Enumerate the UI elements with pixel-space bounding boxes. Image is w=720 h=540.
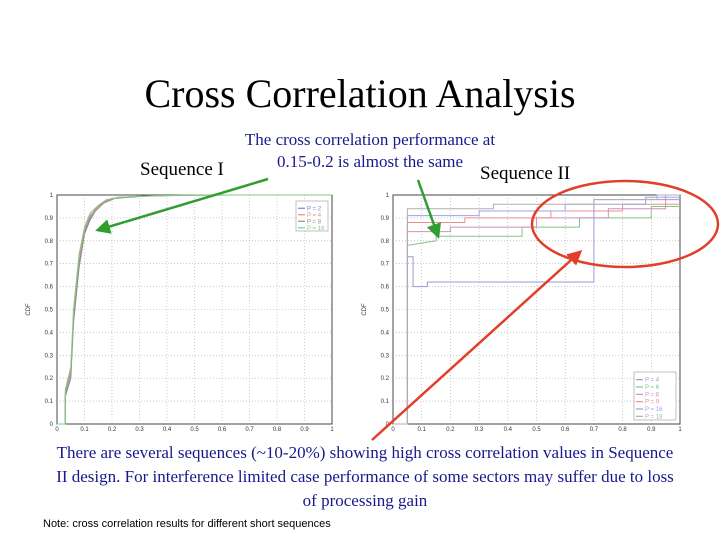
y-tick-label: 0.2 <box>381 376 390 382</box>
x-tick-label: 0.6 <box>561 427 570 433</box>
subtitle-line-1: The cross correlation performance at <box>244 130 496 149</box>
x-tick-label: 0.9 <box>647 427 656 433</box>
subtitle-line-2: 0.15-0.2 is almost the same <box>276 152 464 171</box>
subtitle-text: The cross correlation performance at 0.1… <box>200 129 540 173</box>
y-tick-label: 0.3 <box>45 353 54 359</box>
y-tick-label: 0.8 <box>381 239 390 245</box>
x-tick-label: 0.5 <box>532 427 541 433</box>
y-tick-label: 1 <box>386 193 390 199</box>
y-tick-label: 0.1 <box>381 399 390 405</box>
series-line <box>57 194 332 425</box>
y-tick-label: 0.4 <box>381 330 390 336</box>
x-tick-label: 0.3 <box>135 427 144 433</box>
red-arrow <box>371 249 583 441</box>
x-tick-label: 0.7 <box>590 427 599 433</box>
x-tick-label: 0.3 <box>475 427 484 433</box>
legend-entry: P = 6 <box>645 385 660 391</box>
legend-entry: P = 18 <box>645 414 663 420</box>
x-tick-label: 1 <box>678 427 682 433</box>
y-tick-label: 0.4 <box>45 330 54 336</box>
y-tick-label: 0.1 <box>45 399 54 405</box>
y-tick-label: 1 <box>50 193 54 199</box>
legend-entry: P = 9 <box>645 400 660 406</box>
x-tick-label: 0.2 <box>108 427 117 433</box>
chart-1: 0 0.1 0.2 0.3 0.4 0.5 0.6 0.7 0.8 0.9 1 0 0.1 0.2 0.3 0… <box>26 193 334 433</box>
legend-entry: P = 8 <box>645 392 660 398</box>
sequence-2-label: Sequence II <box>480 163 571 184</box>
x-tick-label: 0.9 <box>300 427 309 433</box>
x-tick-label: 0.4 <box>504 427 513 433</box>
y-tick-label: 0.5 <box>45 308 54 314</box>
x-tick-label: 0.1 <box>418 427 427 433</box>
y-tick-label: 0.3 <box>381 353 390 359</box>
x-tick-label: 1 <box>330 427 334 433</box>
y-axis-label: CDF <box>362 303 368 316</box>
legend-entry: P = 16 <box>307 226 325 232</box>
footnote: Note: cross correlation results for diff… <box>43 518 331 530</box>
x-tick-label: 0.8 <box>273 427 282 433</box>
green-arrow-right <box>416 179 442 239</box>
y-tick-label: 0.9 <box>45 216 54 222</box>
legend-entry: P = 16 <box>645 407 663 413</box>
y-tick-label: 0.6 <box>381 285 390 291</box>
chart-2: 00.10.20.30.40.50.60.70.80.9100.10.20.30… <box>362 193 682 433</box>
x-tick-label: 0.5 <box>190 427 199 433</box>
legend-entry: P = 4 <box>307 213 322 219</box>
y-tick-label: 0.8 <box>45 239 54 245</box>
y-tick-label: 0.7 <box>45 262 54 268</box>
red-highlight-ellipse <box>530 179 720 269</box>
x-tick-label: 0.1 <box>80 427 89 433</box>
y-tick-label: 0.9 <box>381 216 390 222</box>
slide-title: Cross Correlation Analysis <box>144 71 576 116</box>
legend-entry: P = 2 <box>307 206 322 212</box>
sequence-1-label: Sequence I <box>140 159 224 180</box>
y-tick-label: 0.2 <box>45 376 54 382</box>
x-tick-label: 0.4 <box>163 427 172 433</box>
legend-entry: P = 8 <box>307 219 322 225</box>
x-tick-label: 0 <box>391 427 395 433</box>
legend-box <box>295 200 329 232</box>
y-tick-label: 0.7 <box>381 262 390 268</box>
x-tick-label: 0.6 <box>218 427 227 433</box>
legend-entry: P = 4 <box>645 378 660 384</box>
green-arrow-left <box>95 177 269 234</box>
x-tick-label: 0.7 <box>245 427 254 433</box>
x-tick-label: 0.2 <box>446 427 455 433</box>
x-tick-label: 0.8 <box>618 427 627 433</box>
bottom-explanation: There are several sequences (~10-20%) sh… <box>56 443 674 510</box>
y-axis-label: CDF <box>26 303 32 316</box>
y-tick-label: 0.6 <box>45 285 54 291</box>
x-tick-label: 0 <box>55 427 59 433</box>
y-tick-label: 0.5 <box>381 308 390 314</box>
y-tick-label: 0 <box>50 422 54 428</box>
